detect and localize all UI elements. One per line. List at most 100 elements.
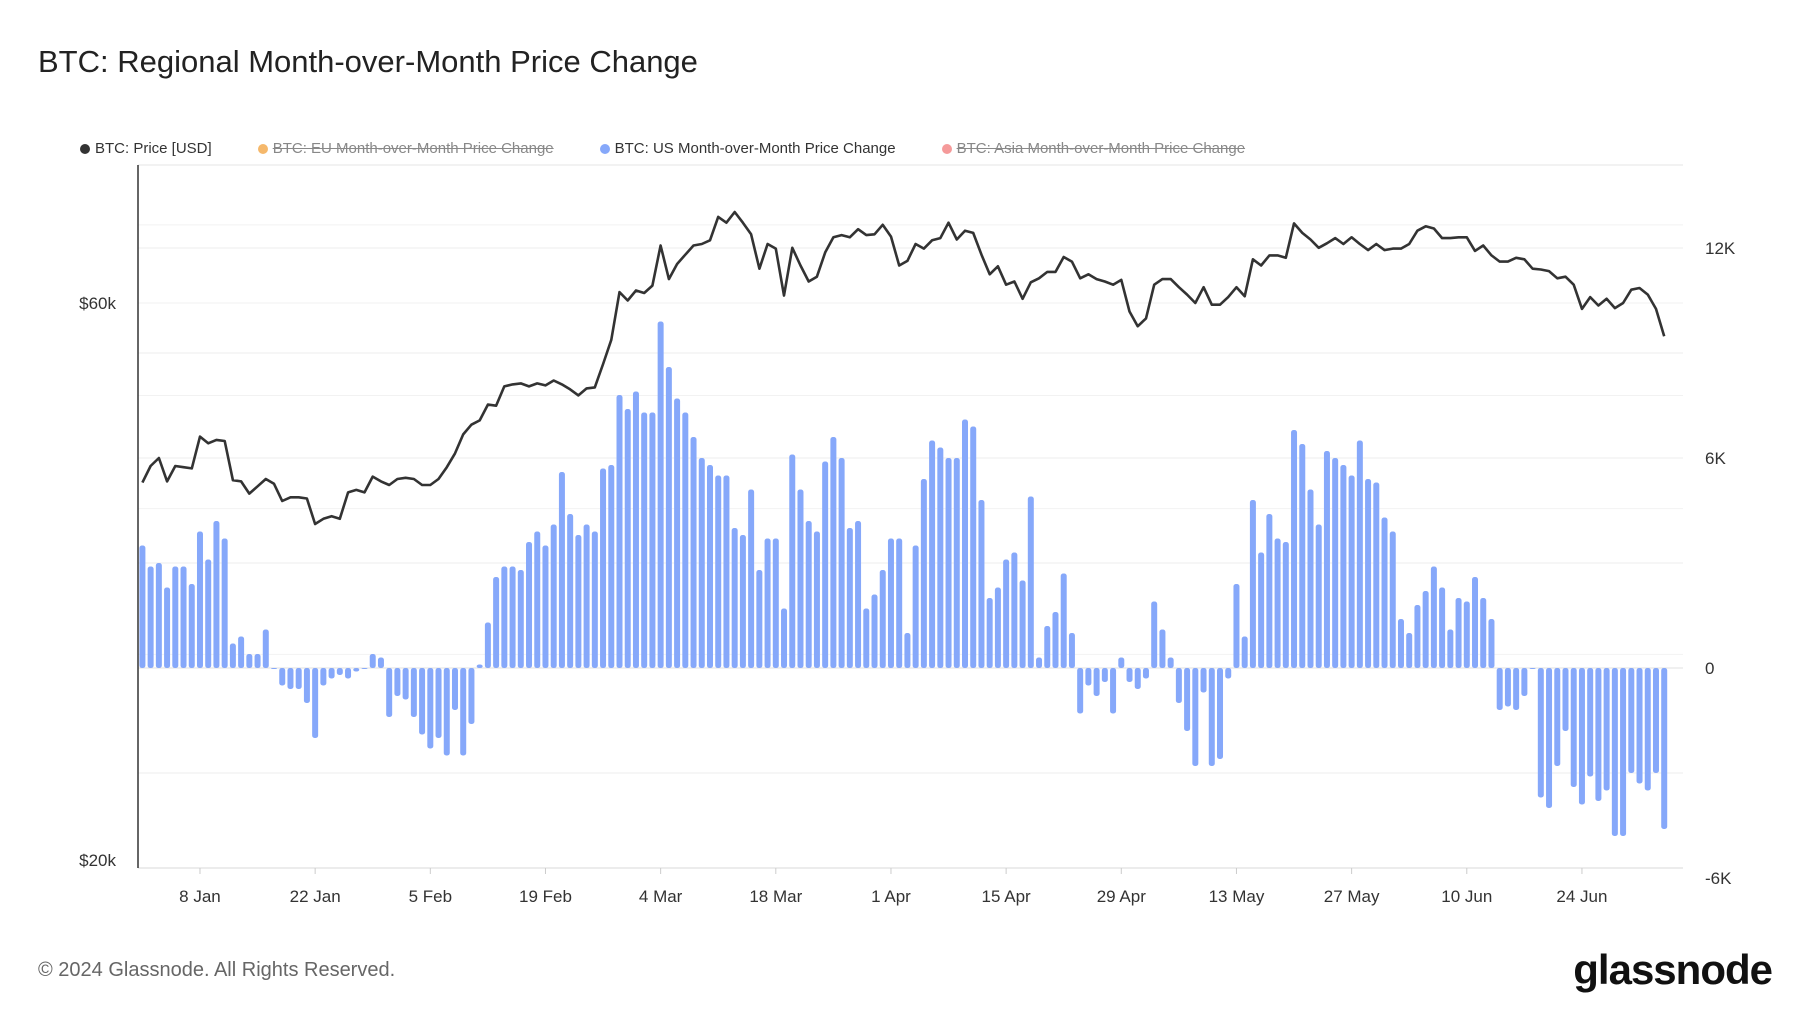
us-mom-bar <box>262 629 269 668</box>
us-mom-bar <box>526 542 533 668</box>
us-mom-bar <box>1472 577 1479 668</box>
us-mom-bar <box>945 458 952 668</box>
x-tick-label: 15 Apr <box>982 887 1031 906</box>
us-mom-bar <box>1373 482 1380 668</box>
us-mom-bar <box>591 531 598 668</box>
us-mom-bar <box>887 538 894 668</box>
us-mom-bar <box>1233 584 1240 668</box>
us-mom-bar <box>468 668 475 724</box>
us-mom-bar <box>1282 542 1289 668</box>
us-mom-bar <box>608 465 615 668</box>
us-mom-bar <box>953 458 960 668</box>
us-mom-bar <box>221 538 228 668</box>
us-mom-bar <box>1389 531 1396 668</box>
legend-dot-icon <box>599 143 610 154</box>
us-mom-bar <box>764 538 771 668</box>
us-mom-bar <box>419 668 426 735</box>
us-mom-bar <box>410 668 417 717</box>
right-tick-label: 12K <box>1705 239 1736 258</box>
us-mom-bar <box>1258 552 1265 668</box>
us-mom-bar <box>1562 668 1569 731</box>
us-mom-bar <box>1554 668 1561 766</box>
x-tick-label: 1 Apr <box>871 887 911 906</box>
us-mom-bar <box>616 395 623 668</box>
us-mom-bar <box>1011 552 1018 668</box>
us-mom-bar <box>1463 601 1470 668</box>
us-mom-bar <box>1151 601 1158 668</box>
us-mom-bar <box>147 566 154 668</box>
us-mom-bar <box>1504 668 1511 707</box>
legend-item-asia[interactable]: BTC: Asia Month-over-Month Price Change <box>941 140 1245 157</box>
us-mom-bar <box>970 426 977 668</box>
us-mom-bar <box>139 545 146 668</box>
us-mom-bar <box>1241 636 1248 668</box>
us-mom-bar <box>1529 668 1536 669</box>
price-line <box>141 210 1666 526</box>
us-mom-bar <box>501 566 508 668</box>
legend-item-us[interactable]: BTC: US Month-over-Month Price Change <box>599 140 896 157</box>
us-mom-bar <box>1652 668 1659 773</box>
us-mom-bar <box>353 668 360 672</box>
us-mom-bar <box>1546 668 1553 808</box>
us-mom-bar <box>649 412 656 668</box>
us-mom-bar <box>1052 612 1059 668</box>
us-mom-bar <box>805 521 812 668</box>
us-mom-bar <box>937 447 944 668</box>
copyright: © 2024 Glassnode. All Rights Reserved. <box>38 959 396 981</box>
us-mom-bar <box>1661 668 1668 829</box>
legend-item-price[interactable]: BTC: Price [USD] <box>80 140 212 157</box>
legend-item-eu[interactable]: BTC: EU Month-over-Month Price Change <box>257 140 554 157</box>
us-mom-bar <box>1365 479 1372 668</box>
us-mom-bar <box>1521 668 1528 696</box>
us-mom-bar <box>682 412 689 668</box>
us-mom-bar <box>188 584 195 668</box>
us-mom-bar <box>994 587 1001 668</box>
right-tick-label: 0 <box>1705 659 1714 678</box>
us-mom-bar <box>1644 668 1651 791</box>
us-mom-bar <box>1414 605 1421 668</box>
us-mom-bar <box>715 475 722 668</box>
us-mom-bar <box>1019 580 1026 668</box>
us-mom-bar <box>246 654 253 668</box>
x-tick-label: 4 Mar <box>639 887 683 906</box>
us-mom-bar <box>394 668 401 696</box>
us-mom-bar <box>1027 496 1034 668</box>
us-mom-bar <box>772 538 779 668</box>
us-mom-bar <box>1126 668 1133 682</box>
us-mom-bar <box>1447 629 1454 668</box>
us-mom-bar <box>1570 668 1577 787</box>
us-mom-bar <box>962 419 968 668</box>
us-mom-bar <box>427 668 434 749</box>
us-mom-bar <box>493 577 500 668</box>
glassnode-logo: glassnode <box>1573 946 1773 993</box>
legend-dot-icon <box>257 143 268 154</box>
us-mom-bar <box>1603 668 1610 791</box>
us-mom-bar <box>460 668 467 756</box>
us-mom-bar <box>320 668 327 686</box>
us-mom-bar <box>484 622 491 668</box>
us-mom-bar <box>879 570 886 668</box>
us-mom-bar <box>1101 668 1108 682</box>
us-mom-bar <box>1430 566 1437 668</box>
us-mom-bar <box>1192 668 1199 766</box>
us-mom-bar <box>287 668 294 689</box>
us-mom-bar <box>1200 668 1207 693</box>
us-mom-bar <box>1003 559 1010 668</box>
us-mom-bar <box>1225 668 1232 679</box>
us-mom-bar <box>1315 524 1322 668</box>
us-mom-bar <box>583 524 590 668</box>
us-mom-bar <box>920 479 927 668</box>
us-mom-bar <box>180 566 187 668</box>
us-mom-bar <box>1332 458 1339 668</box>
us-mom-bar <box>624 409 631 668</box>
legend-label: BTC: US Month-over-Month Price Change <box>614 140 896 157</box>
us-mom-bar <box>575 535 582 668</box>
us-mom-bar <box>896 538 903 668</box>
us-mom-bar <box>690 437 697 668</box>
us-mom-bar <box>336 668 343 675</box>
us-mom-bar <box>978 500 985 668</box>
us-mom-bar <box>435 668 442 738</box>
us-mom-bar <box>205 559 212 668</box>
legend-dot-icon <box>80 143 90 154</box>
x-tick-label: 13 May <box>1209 887 1265 906</box>
